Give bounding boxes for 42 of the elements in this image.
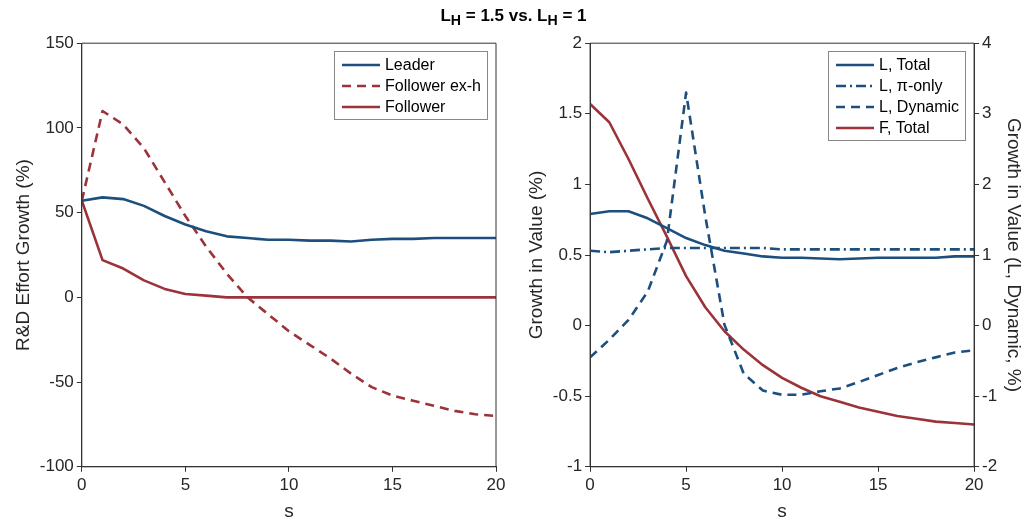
y2-tick-label: -2 (982, 456, 998, 476)
y-tick-label: 100 (45, 117, 74, 137)
y-tick-label: -1 (566, 456, 583, 476)
y2-tick-label: 3 (982, 103, 992, 123)
chart-title: L$_{H}$ = 1.5 vs. L$_{H}$ = 1 (439, 6, 588, 29)
x-tick-label: 15 (383, 474, 402, 494)
y2-tick-label: 4 (982, 32, 992, 52)
x-tick-label: 20 (486, 474, 506, 494)
y-tick-label: -50 (49, 371, 74, 391)
legend-label: F, Total (879, 118, 930, 139)
x-tick-label: 5 (180, 474, 191, 494)
y-tick-label: 0 (572, 315, 583, 335)
x-tick-label: 20 (964, 474, 984, 494)
y2-tick-label: 2 (982, 174, 992, 194)
y-axis-title: Growth in Value (%) (524, 170, 546, 340)
legend-label: Leader (384, 55, 435, 76)
y-tick-label: 0.5 (558, 244, 583, 264)
y-tick-label: 50 (54, 202, 74, 222)
x-axis-title: s (284, 499, 294, 521)
y2-tick-label: 1 (982, 244, 992, 264)
legend-label: L, Total (879, 55, 931, 76)
x-tick-label: 5 (681, 474, 691, 494)
y-tick-label: 150 (45, 32, 74, 52)
legend-label: L, π-only (879, 76, 943, 97)
y-tick-label: 1 (572, 174, 583, 194)
x-tick-label: 10 (279, 474, 299, 494)
y-tick-label: -100 (39, 456, 74, 476)
y-tick-label: 0 (64, 287, 74, 307)
y2-tick-label: 0 (982, 315, 992, 335)
x-tick-label: 0 (77, 474, 87, 494)
legend-label: Follower ex-h (384, 76, 481, 97)
legend-label: Follower (384, 97, 446, 118)
legend-label: L, Dynamic (879, 97, 960, 118)
y-tick-label: 2 (572, 32, 583, 52)
y2-tick-label: -1 (982, 385, 998, 405)
y-tick-label: 1.5 (558, 103, 583, 123)
y-tick-label: -0.5 (552, 385, 583, 405)
x-tick-label: 10 (772, 474, 792, 494)
x-axis-title: s (777, 499, 787, 521)
x-tick-label: 15 (868, 474, 888, 494)
y2-axis-title: Growth in Value (L, Dynamic, %) (1004, 117, 1026, 393)
y-axis-title: R&D Effort Growth (%) (11, 159, 33, 351)
